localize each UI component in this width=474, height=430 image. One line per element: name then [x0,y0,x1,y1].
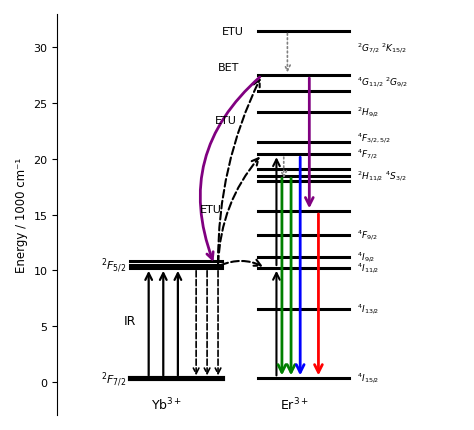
Text: $^4I_{9/2}$: $^4I_{9/2}$ [357,250,375,264]
Text: $^4F_{3/2, 5/2}$: $^4F_{3/2, 5/2}$ [357,131,391,145]
Text: $^4G_{11/2}$ $^2G_{9/2}$: $^4G_{11/2}$ $^2G_{9/2}$ [357,76,408,90]
Text: IR: IR [124,314,137,327]
Text: $^2H_{11/2}$ $^4S_{3/2}$: $^2H_{11/2}$ $^4S_{3/2}$ [357,169,406,183]
Text: $^4F_{7/2}$: $^4F_{7/2}$ [357,148,378,162]
Text: ETU: ETU [222,27,244,37]
Text: $^4I_{11/2}$: $^4I_{11/2}$ [357,261,379,276]
Y-axis label: Energy / 1000 cm⁻¹: Energy / 1000 cm⁻¹ [15,157,28,273]
Text: ETU: ETU [214,116,236,126]
Text: BET: BET [219,63,240,73]
Text: $^2G_{7/2}$ $^2K_{15/2}$: $^2G_{7/2}$ $^2K_{15/2}$ [357,41,407,55]
Text: $^4F_{9/2}$: $^4F_{9/2}$ [357,228,378,242]
Text: $^2H_{9/2}$: $^2H_{9/2}$ [357,106,379,120]
Text: ETU: ETU [200,204,222,215]
Text: $^4I_{13/2}$: $^4I_{13/2}$ [357,302,379,316]
Text: $^2F_{7/2}$: $^2F_{7/2}$ [101,369,127,388]
Text: Yb$^{3+}$: Yb$^{3+}$ [151,396,182,412]
Text: $^4I_{15/2}$: $^4I_{15/2}$ [357,371,379,385]
Text: Er$^{3+}$: Er$^{3+}$ [280,396,309,412]
Text: $^2F_{5/2}$: $^2F_{5/2}$ [101,256,127,274]
